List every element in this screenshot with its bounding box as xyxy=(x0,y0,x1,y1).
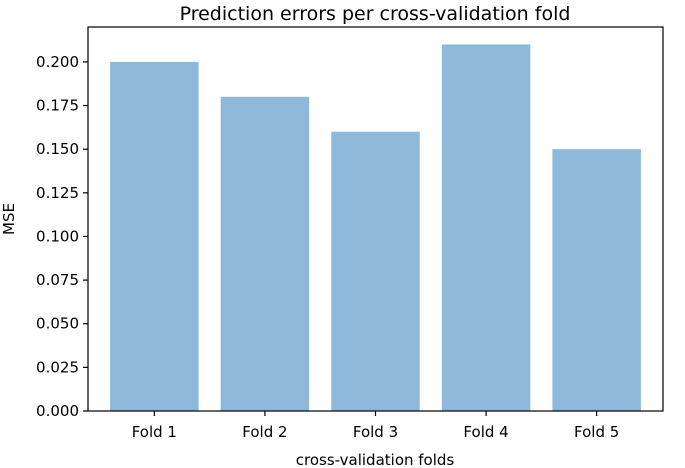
bar-5 xyxy=(552,149,641,411)
y-tick-label: 0.175 xyxy=(36,97,79,115)
bars-group xyxy=(110,44,641,412)
y-tick-label: 0.125 xyxy=(36,184,79,202)
x-tick-label: Fold 4 xyxy=(463,423,508,441)
bar-4 xyxy=(441,44,531,412)
y-tick-label: 0.050 xyxy=(36,315,79,333)
y-tick-label: 0.100 xyxy=(36,227,79,245)
chart-title: Prediction errors per cross-validation f… xyxy=(180,3,571,25)
y-axis-ticks: 0.000 0.025 0.050 0.075 0.100 0.125 0.150 0.175… xyxy=(36,53,88,420)
x-tick-label: Fold 3 xyxy=(353,423,398,441)
y-tick-label: 0.150 xyxy=(36,140,79,158)
y-tick-label: 0.200 xyxy=(36,53,79,71)
x-axis-ticks: Fold 1 Fold 2 Fold 3 Fold 4 Fold 5 xyxy=(132,411,619,441)
y-tick-label: 0.025 xyxy=(36,358,79,376)
y-axis-label: MSE xyxy=(0,203,18,235)
bar-1 xyxy=(110,61,199,412)
bar-3 xyxy=(331,131,420,411)
y-tick-label: 0.000 xyxy=(36,402,79,420)
x-tick-label: Fold 1 xyxy=(132,423,177,441)
plot-frame xyxy=(87,26,664,412)
x-tick-label: Fold 2 xyxy=(242,423,287,441)
x-tick-label: Fold 5 xyxy=(574,423,619,441)
y-tick-label: 0.075 xyxy=(36,271,79,289)
x-axis-label: cross-validation folds xyxy=(296,451,455,468)
bar-2 xyxy=(220,96,310,412)
